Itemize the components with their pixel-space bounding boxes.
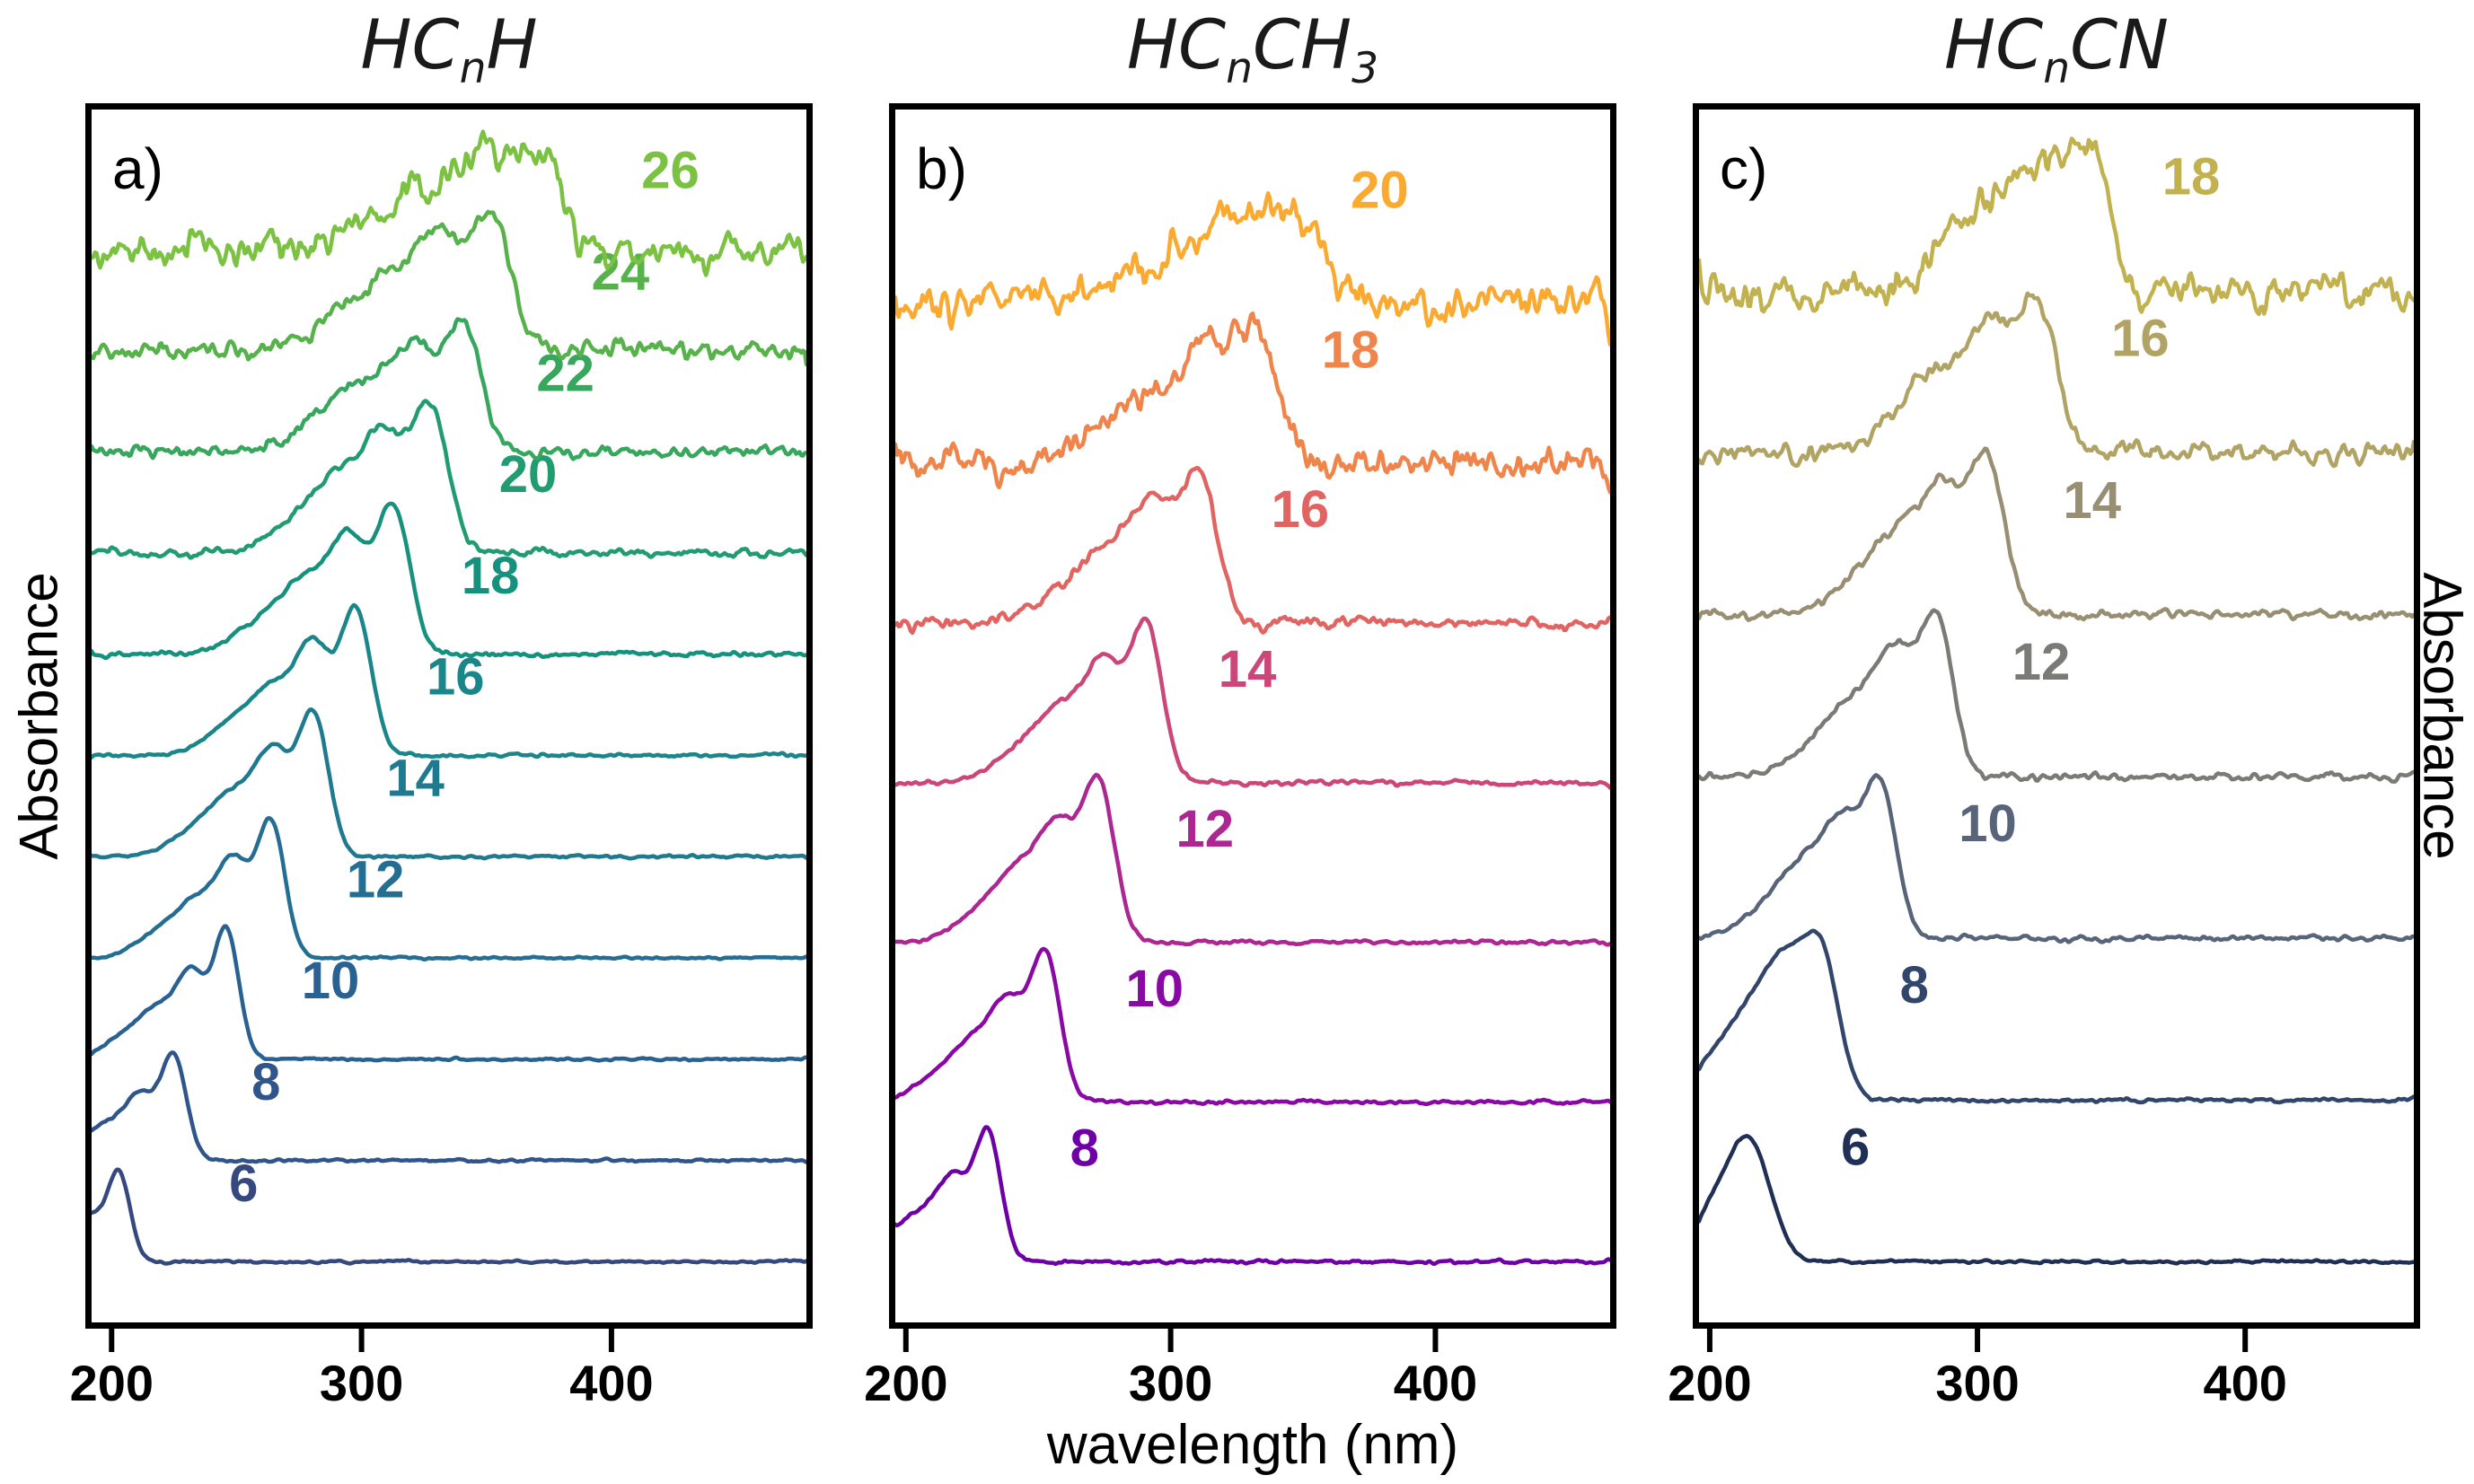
panel-a-plot: 68101214161820222426a)200300400 <box>85 103 813 1409</box>
title-c-text2: CN <box>2070 4 2169 84</box>
panel-c-plot: 681012141618c)200300400 <box>1693 103 2420 1409</box>
spectrum-HCnH-14 <box>92 709 806 858</box>
spectrum-HCnCH3-18 <box>895 313 1610 492</box>
x-tick-label: 300 <box>1129 1355 1212 1411</box>
series-label-20: 20 <box>1351 161 1409 219</box>
series-label-18: 18 <box>1322 321 1380 379</box>
panel-c: 681012141618c)200300400 <box>1693 103 2420 1409</box>
title-a-text2: H <box>486 4 537 84</box>
title-c-subscript: n <box>2043 44 2070 93</box>
x-tick-label: 400 <box>569 1355 653 1411</box>
series-label-24: 24 <box>592 243 650 302</box>
title-b-subscript: n <box>1226 44 1253 93</box>
spectrum-HCnCN-18 <box>1699 138 2414 314</box>
series-label-10: 10 <box>1126 960 1184 1018</box>
x-tick-label: 400 <box>1394 1355 1477 1411</box>
spectrum-HCnH-22 <box>92 320 806 460</box>
spectrum-HCnCN-10 <box>1699 775 2414 942</box>
spectrum-HCnH-6 <box>92 1170 806 1264</box>
y-axis-label-left: Absorbance <box>8 572 70 859</box>
panel-b-title: HCnCH3 <box>889 2 1616 112</box>
series-label-16: 16 <box>1272 480 1330 539</box>
series-label-22: 22 <box>536 344 594 402</box>
series-label-26: 26 <box>641 142 700 200</box>
series-label-14: 14 <box>1219 640 1277 698</box>
panel-c-title: HCnCN <box>1693 2 2420 112</box>
figure: HCnH HCnCH3 HCnCN Absorbance 68101214161… <box>0 0 2474 1484</box>
series-label-12: 12 <box>1176 800 1235 858</box>
panel-corner-label: b) <box>916 136 967 201</box>
spectrum-HCnCN-6 <box>1699 1136 2414 1263</box>
x-tick-label: 200 <box>864 1355 947 1411</box>
series-label-16: 16 <box>2111 310 2170 368</box>
title-c-text: HC <box>1944 4 2043 84</box>
series-label-14: 14 <box>2064 471 2122 530</box>
spectrum-HCnCN-16 <box>1699 294 2414 466</box>
x-tick-label: 300 <box>1935 1355 2019 1411</box>
x-tick-label: 200 <box>70 1355 154 1411</box>
title-b-text: HC <box>1127 4 1226 84</box>
spectrum-HCnCH3-8 <box>895 1128 1610 1264</box>
series-label-6: 6 <box>1841 1118 1870 1176</box>
panel-frame <box>893 107 1614 1326</box>
panel-b-plot: 8101214161820b)200300400 <box>889 103 1616 1409</box>
panel-b: 8101214161820b)200300400 <box>889 103 1616 1409</box>
title-a-subscript: n <box>460 44 487 93</box>
spectrum-HCnH-10 <box>92 926 806 1061</box>
series-label-18: 18 <box>462 547 520 605</box>
spectrum-HCnCH3-12 <box>895 775 1610 944</box>
panel-corner-label: c) <box>1720 136 1767 201</box>
panel-a: 68101214161820222426a)200300400 <box>85 103 813 1409</box>
spectrum-HCnCH3-10 <box>895 949 1610 1104</box>
spectrum-HCnH-8 <box>92 1053 806 1163</box>
x-axis-label: wavelength (nm) <box>894 1413 1612 1477</box>
series-label-18: 18 <box>2162 148 2221 206</box>
spectrum-HCnH-20 <box>92 401 806 558</box>
x-tick-label: 200 <box>1668 1355 1751 1411</box>
spectrum-HCnCN-8 <box>1699 931 2414 1102</box>
series-label-12: 12 <box>2012 633 2071 691</box>
spectrum-HCnCN-14 <box>1699 449 2414 620</box>
panel-corner-label: a) <box>112 136 163 201</box>
y-axis-label-left-column: Absorbance <box>7 103 70 1329</box>
series-label-8: 8 <box>1070 1120 1099 1178</box>
y-axis-label-right: Absorbance <box>2412 572 2474 859</box>
title-a-text: HC <box>360 4 459 84</box>
series-label-10: 10 <box>302 952 360 1010</box>
series-label-16: 16 <box>427 648 485 707</box>
x-tick-label: 300 <box>320 1355 403 1411</box>
title-b-subscript2: 3 <box>1351 44 1378 93</box>
spectrum-HCnCH3-16 <box>895 468 1610 633</box>
series-label-8: 8 <box>251 1053 280 1111</box>
spectrum-HCnH-12 <box>92 818 806 959</box>
x-tick-label: 400 <box>2203 1355 2286 1411</box>
series-label-10: 10 <box>1959 795 2017 853</box>
panel-a-title: HCnH <box>85 2 813 112</box>
series-label-8: 8 <box>1900 956 1929 1014</box>
y-axis-label-right-column: Absorbance <box>2411 103 2474 1329</box>
spectrum-HCnH-18 <box>92 504 806 658</box>
title-b-text2: CH <box>1253 4 1351 84</box>
